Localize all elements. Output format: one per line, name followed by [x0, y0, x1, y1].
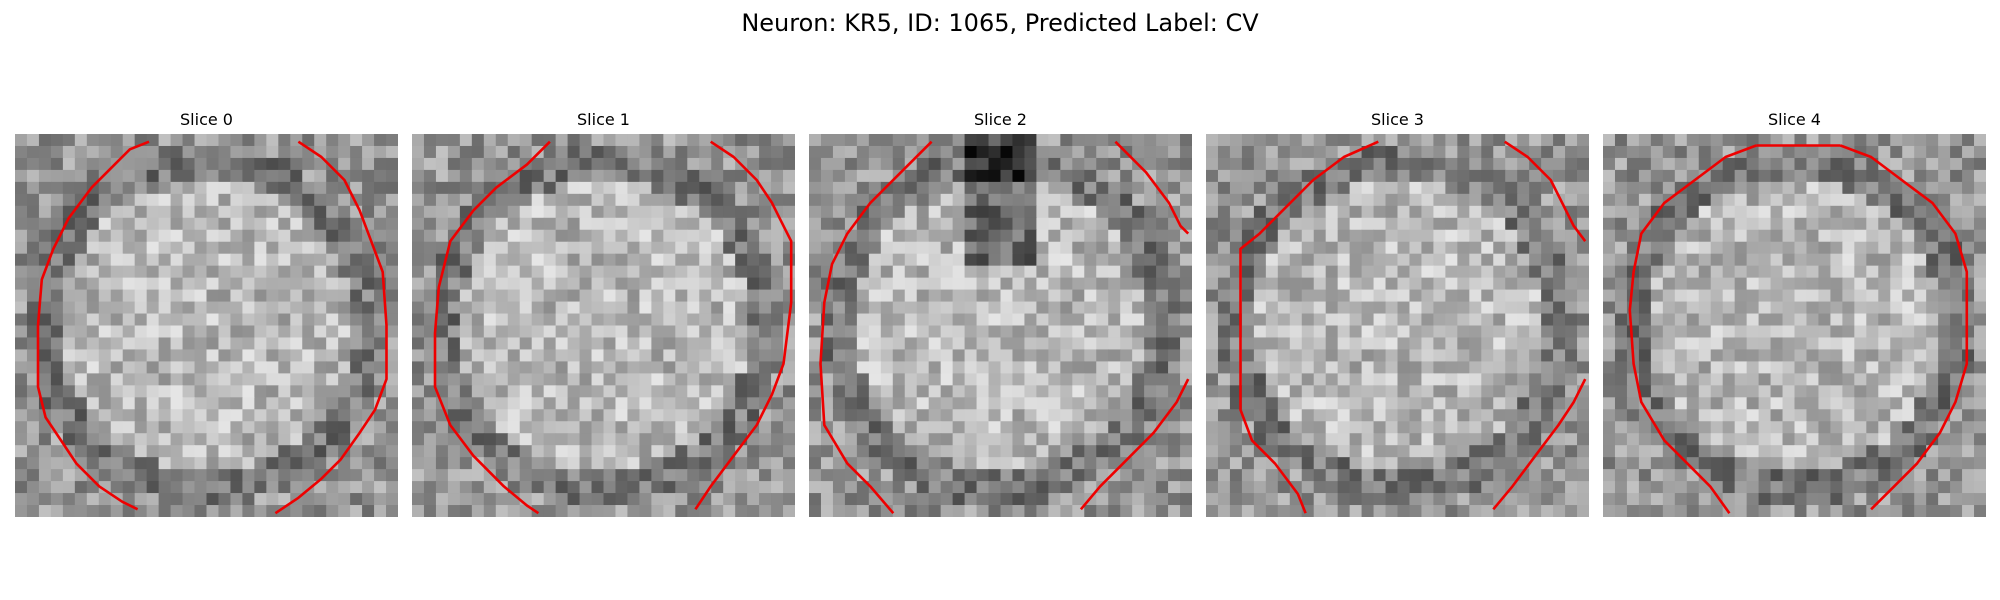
outline-left	[1628, 144, 1757, 514]
slice-image	[412, 134, 795, 517]
outline-right	[694, 140, 793, 511]
pixel-texture	[412, 134, 795, 517]
panel-slice-4: Slice 4	[1603, 110, 1986, 520]
slice-image	[1603, 134, 1986, 517]
outline-right_lower	[1079, 378, 1190, 511]
panel-slice-1: Slice 1	[412, 110, 795, 520]
panel-slice-2: Slice 2	[809, 110, 1192, 520]
outline-right	[1114, 140, 1190, 235]
outline-right	[274, 140, 388, 515]
figure-title: Neuron: KR5, ID: 1065, Predicted Label: …	[741, 9, 1259, 37]
panel-slice-0: Slice 0	[15, 110, 398, 520]
panel-title: Slice 3	[1371, 110, 1424, 129]
slice-image	[15, 134, 398, 517]
outline-left	[36, 140, 150, 511]
outline-left	[1239, 140, 1379, 514]
panel-title: Slice 0	[180, 110, 233, 129]
pixel-texture	[809, 134, 1192, 517]
slice-image	[1206, 134, 1589, 517]
outline-left	[819, 140, 933, 515]
slice-image	[809, 134, 1192, 517]
outline-left	[433, 140, 551, 515]
panel-title: Slice 1	[577, 110, 630, 129]
pixel-texture	[15, 134, 398, 517]
pixel-texture	[1603, 134, 1986, 517]
panel-title: Slice 2	[974, 110, 1027, 129]
pixel-texture	[1206, 134, 1589, 517]
outline-right	[1503, 140, 1587, 242]
outline-right	[1840, 144, 1969, 511]
panel-slice-3: Slice 3	[1206, 110, 1589, 520]
panel-title: Slice 4	[1768, 110, 1821, 129]
outline-right_lower	[1492, 378, 1587, 511]
